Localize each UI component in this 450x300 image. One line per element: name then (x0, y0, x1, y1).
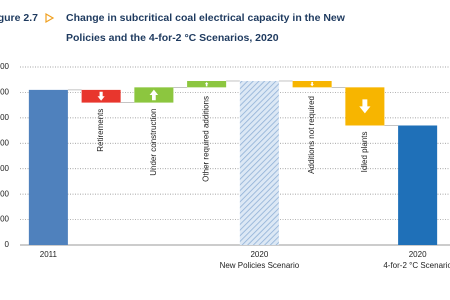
step-label: Idled plants (360, 131, 369, 172)
y-tick-label: 200 (0, 215, 10, 224)
x-tick-label: 2020 (250, 250, 268, 259)
arrow-icon (359, 99, 371, 114)
y-tick-label: 0 (5, 240, 10, 249)
chart-title: Change in subcritical coal electrical ca… (66, 12, 346, 24)
bar (28, 89, 68, 245)
arrow-icon (149, 89, 159, 101)
bar (239, 80, 279, 245)
x-sublabel: 4-for-2 °C Scenario (383, 261, 450, 270)
x-tick-label: 2011 (40, 250, 58, 259)
step-label: Other required additions (202, 96, 211, 182)
y-tick-label: 400 (0, 189, 10, 198)
x-sublabel: New Policies Scenario (220, 261, 300, 270)
arrow-icon (97, 91, 105, 101)
y-tick-label: 600 (0, 164, 10, 173)
y-tick-label: 1200 (0, 88, 10, 97)
y-tick-label: 1400 (0, 62, 10, 71)
chart-title: Policies and the 4-for-2 °C Scenarios, 2… (66, 32, 279, 44)
title-arrow (45, 12, 55, 24)
step-label: Retirements (96, 109, 105, 152)
figure-label: Figure 2.7 (0, 12, 38, 24)
arrow-icon (310, 81, 314, 87)
y-tick-label: 800 (0, 138, 10, 147)
x-tick-label: 2020 (409, 250, 427, 259)
y-tick-label: 1000 (0, 113, 10, 122)
arrow-icon (204, 81, 209, 87)
bar (398, 125, 438, 245)
step-label: Additions not required (307, 96, 316, 174)
step-label: Under construction (149, 109, 158, 176)
